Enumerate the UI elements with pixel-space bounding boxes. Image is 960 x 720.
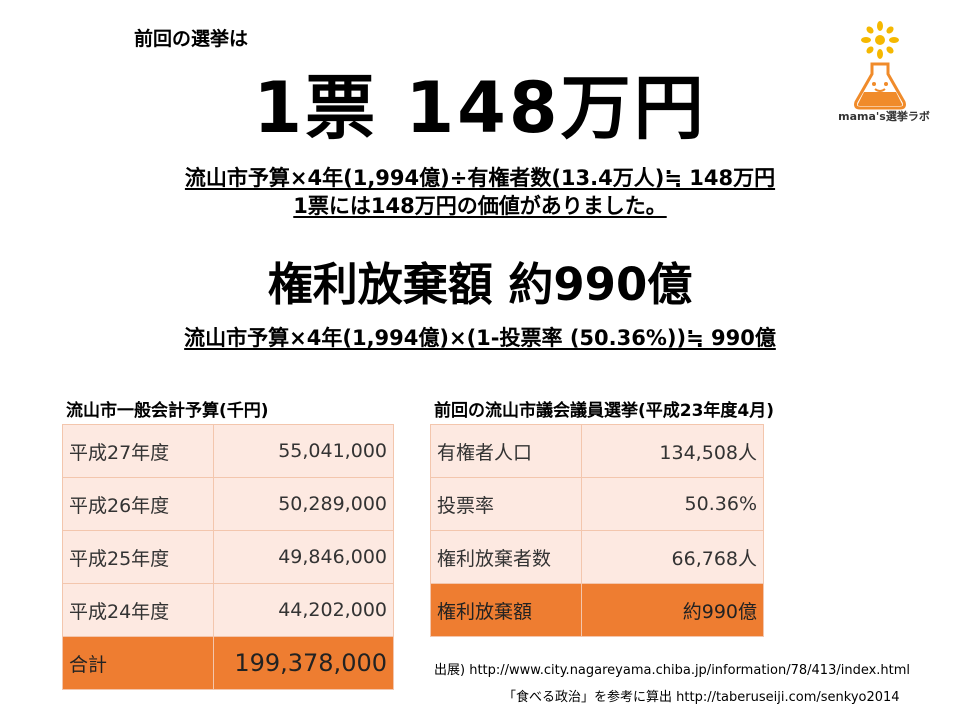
- row-value: 44,202,000: [213, 583, 394, 637]
- row-value: 134,508人: [581, 424, 764, 478]
- row-value: 50,289,000: [213, 477, 394, 531]
- intro-text: 前回の選挙は: [134, 28, 249, 50]
- total-value: 約990億: [581, 583, 764, 637]
- total-label: 権利放棄額: [429, 583, 583, 637]
- total-label: 合計: [61, 636, 215, 690]
- row-value: 66,768人: [581, 530, 764, 584]
- calc-note: 「食べる政治」を参考に算出 http://taberuseiji.com/sen…: [503, 690, 900, 705]
- logo-text: mama's選挙ラボ: [838, 110, 930, 123]
- headline-vote-value: 1票 148万円: [253, 67, 707, 149]
- row-label: 有権者人口: [429, 424, 583, 478]
- total-row: 合計 199,378,000: [61, 636, 394, 690]
- budget-table-title: 流山市一般会計予算(千円): [66, 401, 269, 421]
- budget-table: 平成27年度 55,041,000 平成26年度 50,289,000 平成25…: [61, 424, 394, 690]
- table-row: 平成27年度 55,041,000: [61, 424, 394, 478]
- row-label: 投票率: [429, 477, 583, 531]
- table-row: 平成24年度 44,202,000: [61, 583, 394, 637]
- row-label: 平成27年度: [61, 424, 215, 478]
- row-label: 平成26年度: [61, 477, 215, 531]
- total-value: 199,378,000: [213, 636, 394, 690]
- table-row: 平成25年度 49,846,000: [61, 530, 394, 584]
- table-row: 権利放棄者数 66,768人: [429, 530, 764, 584]
- logo: mama's選挙ラボ: [824, 20, 944, 130]
- row-label: 平成25年度: [61, 530, 215, 584]
- election-table: 有権者人口 134,508人 投票率 50.36% 権利放棄者数 66,768人…: [429, 424, 764, 637]
- headline-waived-amount: 権利放棄額 約990億: [267, 258, 693, 311]
- total-row: 権利放棄額 約990億: [429, 583, 764, 637]
- flask-sun-icon: [854, 21, 906, 110]
- row-value: 49,846,000: [213, 530, 394, 584]
- row-label: 権利放棄者数: [429, 530, 583, 584]
- table-row: 平成26年度 50,289,000: [61, 477, 394, 531]
- row-label: 平成24年度: [61, 583, 215, 637]
- row-value: 50.36%: [581, 477, 764, 531]
- source-note: 出展) http://www.city.nagareyama.chiba.jp/…: [434, 663, 911, 678]
- row-value: 55,041,000: [213, 424, 394, 478]
- table-row: 有権者人口 134,508人: [429, 424, 764, 478]
- election-table-title: 前回の流山市議会議員選挙(平成23年度4月): [434, 401, 775, 421]
- table-row: 投票率 50.36%: [429, 477, 764, 531]
- vote-value-statement: 1票には148万円の価値がありました。: [293, 194, 667, 218]
- formula-vote-value: 流山市予算×4年(1,994億)÷有権者数(13.4万人)≒ 148万円: [184, 166, 776, 190]
- formula-waived-amount: 流山市予算×4年(1,994億)×(1-投票率 (50.36%))≒ 990億: [184, 326, 776, 350]
